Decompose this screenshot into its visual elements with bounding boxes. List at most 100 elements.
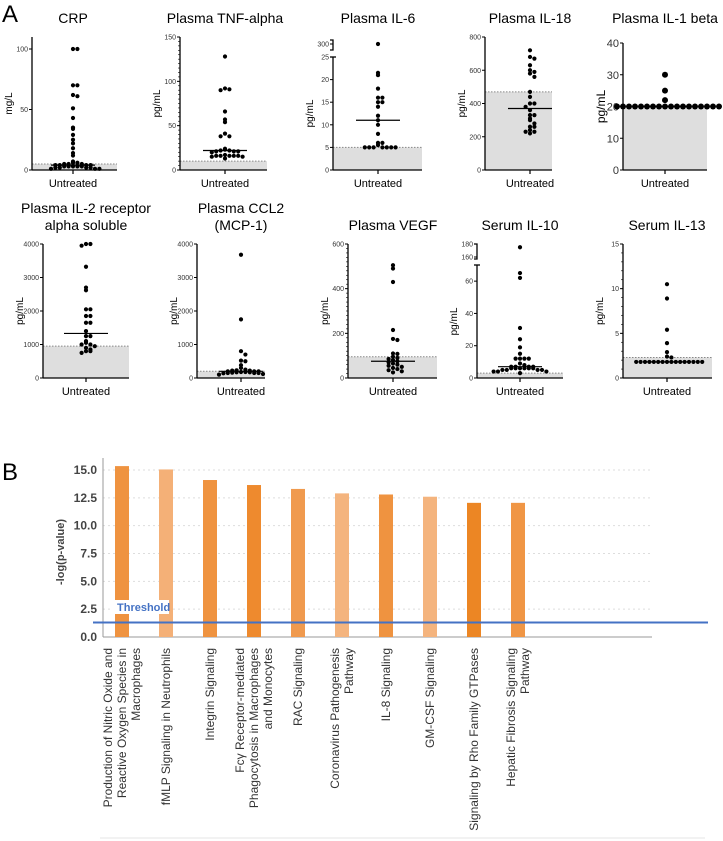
chart-title: (MCP-1) (215, 217, 268, 233)
data-point (395, 351, 400, 356)
y-tick-label: 5.0 (80, 574, 97, 588)
data-point (390, 336, 396, 342)
data-point (84, 165, 89, 170)
y-tick-label: 0 (477, 168, 481, 175)
x-category-label: Pathway (518, 648, 532, 694)
data-point (375, 104, 381, 109)
data-point (634, 359, 639, 365)
y-tick-label: 5 (615, 331, 619, 338)
data-point (227, 153, 232, 158)
data-point (92, 344, 97, 349)
data-point (544, 369, 549, 374)
data-point (527, 113, 533, 118)
data-point (664, 282, 670, 287)
y-tick-label: 25 (321, 55, 329, 62)
y-tick-label: 400 (332, 286, 344, 293)
panel-b-label: B (2, 459, 18, 486)
y-tick-label: 20 (465, 343, 473, 350)
data-point (222, 156, 228, 161)
data-point (527, 68, 533, 73)
y-tick-label: 40 (607, 38, 619, 50)
data-point (375, 131, 381, 136)
data-point (88, 241, 93, 247)
y-tick-label: 0.0 (80, 630, 97, 644)
data-point (664, 327, 670, 332)
y-tick-label: 20 (321, 77, 329, 84)
y-tick-label: 40 (465, 311, 473, 318)
data-point (539, 367, 545, 373)
data-point (495, 369, 501, 374)
y-axis-label: pg/mL (169, 297, 180, 325)
data-point (662, 71, 668, 78)
chart-title: Plasma IL-18 (489, 10, 572, 26)
data-point (222, 54, 228, 59)
data-point (716, 103, 722, 110)
data-point (243, 359, 248, 364)
data-point (83, 329, 89, 334)
x-category-label: Untreated (369, 386, 417, 398)
data-point (57, 165, 62, 170)
y-tick-label: 3000 (177, 275, 193, 282)
data-point (222, 86, 228, 91)
y-tick-label: 5 (325, 145, 329, 152)
data-point (70, 115, 76, 121)
data-point (393, 145, 398, 150)
data-point (390, 263, 396, 268)
data-point (70, 46, 76, 52)
data-point (500, 367, 505, 373)
x-category-label: Production of Nitric Oxide and (101, 648, 115, 807)
data-point (97, 166, 102, 171)
data-point (218, 153, 223, 158)
y-tick-label: 4000 (23, 242, 39, 249)
data-point (698, 103, 704, 110)
x-category-label: IL-8 Signaling (379, 648, 393, 721)
x-category-label: Pathway (342, 648, 356, 694)
data-point (222, 131, 228, 136)
data-point (390, 266, 396, 271)
data-point (227, 87, 232, 92)
chart-title: Plasma IL-2 receptor (21, 200, 151, 216)
data-point (70, 141, 76, 146)
data-point (386, 363, 391, 368)
data-point (88, 342, 93, 347)
data-point (517, 345, 523, 350)
y-tick-label: 1000 (23, 342, 39, 349)
data-point (79, 342, 84, 347)
x-category-label: Macrophages (129, 648, 143, 721)
data-point (88, 334, 93, 339)
threshold-label: Threshold (117, 602, 170, 614)
y-tick-label: 2000 (177, 309, 193, 316)
scatter-chart-5: 0 1000 2000 3000 4000 Plasma IL-2 receptoralp… (15, 200, 151, 398)
data-point (522, 356, 527, 361)
data-point (517, 245, 523, 250)
data-point (375, 100, 381, 105)
data-point (527, 94, 533, 99)
data-point (513, 356, 518, 361)
data-point (209, 150, 214, 155)
y-axis-label: pg/mL (595, 297, 606, 325)
data-point (83, 264, 89, 269)
y-tick-label: 50 (20, 107, 28, 114)
x-category-label: Phagocytosis in Macrophages (247, 648, 261, 808)
data-point (395, 362, 400, 367)
y-tick-label: 0 (189, 376, 193, 383)
data-point (390, 365, 396, 371)
y-tick-label: 0 (613, 165, 619, 177)
scatter-chart-0: 0 50 100 CRP Untreated mg/L (4, 10, 117, 190)
data-point (238, 365, 244, 371)
data-point (70, 160, 76, 165)
data-point (527, 63, 533, 68)
y-tick-label: 150 (164, 35, 176, 42)
data-point (218, 134, 223, 139)
data-point (527, 118, 533, 123)
data-point (517, 351, 523, 356)
data-point (367, 145, 372, 150)
bar (159, 469, 173, 637)
data-point (527, 124, 533, 129)
data-point (70, 126, 76, 131)
bar (115, 466, 129, 637)
data-point (70, 83, 76, 88)
data-point (83, 349, 89, 354)
data-point (532, 74, 537, 79)
